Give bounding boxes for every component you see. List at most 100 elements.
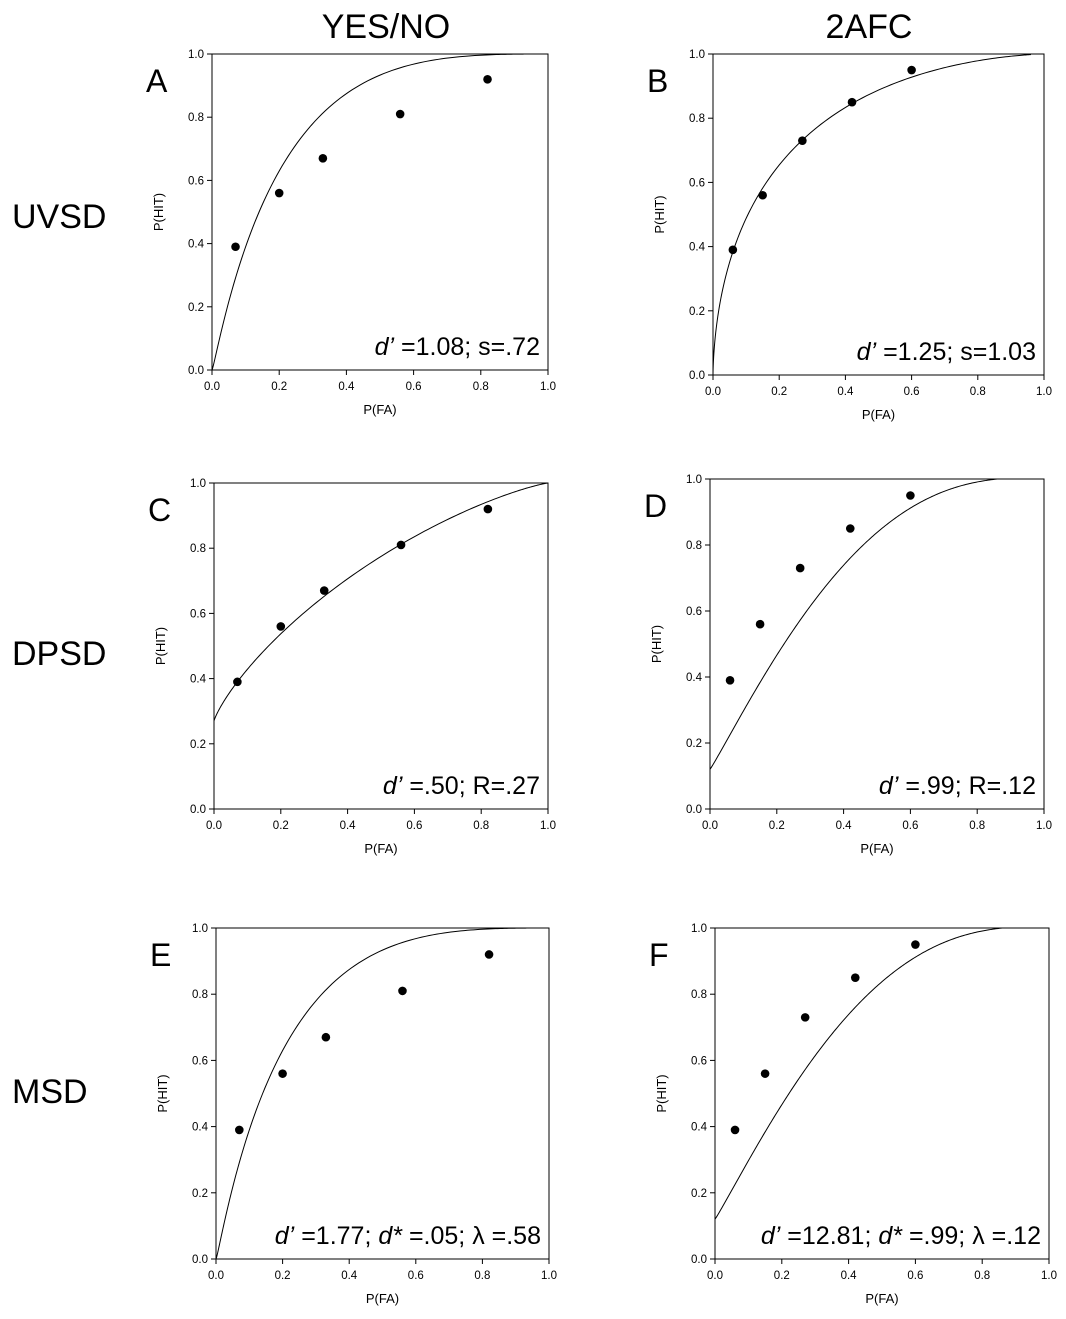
x-tick-label: 0.6: [406, 381, 422, 393]
panel-letter: B: [647, 63, 668, 99]
y-tick-label: 0.4: [190, 674, 207, 686]
y-tick-label: 0.2: [192, 1188, 208, 1200]
x-tick-label: 0.2: [774, 1270, 790, 1282]
data-point: [278, 1069, 287, 1078]
x-tick-label: 0.2: [275, 1270, 291, 1282]
data-point: [321, 1032, 331, 1042]
y-tick-label: 0.8: [686, 540, 702, 552]
x-tick-label: 1.0: [1036, 820, 1052, 832]
data-point: [795, 563, 805, 573]
x-tick-label: 0.4: [836, 820, 853, 832]
y-tick-label: 0.2: [686, 738, 702, 750]
y-axis-label: P(HIT): [153, 627, 168, 665]
y-tick-label: 0.2: [190, 739, 206, 751]
y-tick-label: 0.4: [188, 239, 205, 251]
fit-annotation: d’ =12.81; d* =.99; λ =.12: [761, 1222, 1041, 1250]
y-tick-label: 0.4: [686, 672, 703, 684]
x-tick-label: 0.4: [338, 381, 355, 393]
x-axis-label: P(FA): [364, 841, 397, 856]
y-tick-label: 0.6: [689, 177, 705, 189]
x-tick-label: 0.0: [204, 381, 220, 393]
x-tick-label: 1.0: [541, 1270, 557, 1282]
x-tick-label: 0.2: [273, 820, 289, 832]
plot-frame: [714, 927, 1050, 1260]
x-tick-label: 0.4: [841, 1270, 858, 1282]
panel-letter: D: [644, 488, 667, 524]
panel-letter: A: [146, 63, 168, 99]
roc-curve: [213, 482, 549, 722]
x-tick-label: 1.0: [540, 381, 556, 393]
x-tick-label: 0.8: [974, 1270, 990, 1282]
plot-frame: [215, 927, 550, 1260]
y-tick-label: 0.8: [188, 112, 204, 124]
y-tick-label: 0.0: [686, 804, 702, 816]
x-tick-label: 0.8: [474, 1270, 490, 1282]
y-tick-label: 1.0: [192, 923, 208, 935]
x-tick-label: 1.0: [540, 820, 556, 832]
data-point: [728, 245, 738, 255]
y-axis-label: P(HIT): [151, 193, 166, 231]
plot-frame: [211, 53, 549, 371]
data-point: [231, 242, 240, 252]
x-tick-label: 0.8: [473, 820, 489, 832]
y-tick-label: 1.0: [188, 49, 204, 61]
x-tick-label: 1.0: [1036, 386, 1052, 398]
x-tick-label: 0.4: [837, 386, 854, 398]
row-title-uvsd: UVSD: [12, 198, 106, 236]
panel-b: 0.00.0 0.2 0.2 0.4 0.4 0.6 0.6 0.8 0.8 1.0 1.0 P(FA…: [647, 49, 1052, 422]
data-point: [798, 136, 807, 145]
x-tick-label: 0.6: [902, 820, 918, 832]
x-tick-label: 0.0: [702, 820, 718, 832]
x-tick-label: 0.8: [970, 386, 986, 398]
y-tick-label: 0.2: [188, 302, 204, 314]
data-point: [483, 504, 493, 514]
x-tick-label: 0.6: [406, 820, 422, 832]
y-tick-label: 0.0: [190, 804, 206, 816]
y-tick-label: 1.0: [689, 49, 705, 61]
panel-e: 0.00.0 0.2 0.2 0.4 0.4 0.6 0.6 0.8 0.8 1.0 1.0 P(FA…: [150, 923, 557, 1306]
x-tick-label: 0.0: [206, 820, 222, 832]
y-tick-label: 0.2: [691, 1188, 707, 1200]
fit-annotation: d’ =1.25; s=1.03: [857, 338, 1036, 366]
data-point: [725, 676, 735, 685]
y-tick-label: 0.4: [691, 1122, 708, 1134]
data-point: [318, 153, 328, 163]
data-point: [396, 540, 406, 550]
roc-curve: [211, 53, 548, 371]
data-point: [398, 986, 407, 996]
x-tick-label: 0.8: [969, 820, 985, 832]
x-tick-label: 0.2: [771, 386, 787, 398]
data-point: [850, 973, 860, 982]
fit-annotation: d’ =1.08; s=.72: [375, 333, 540, 361]
panel-letter: F: [649, 937, 669, 973]
panel-letter: C: [148, 492, 171, 528]
y-tick-label: 0.0: [188, 365, 204, 377]
data-point: [274, 188, 284, 198]
data-point: [319, 586, 329, 595]
x-tick-label: 0.2: [271, 381, 287, 393]
panel-c: 0.00.0 0.2 0.2 0.4 0.4 0.6 0.6 0.8 0.8 1.0 1.0 P(FA…: [148, 478, 556, 856]
data-point: [233, 677, 242, 687]
roc-curve: [714, 927, 1049, 1220]
fit-annotation: d’ =1.77; d* =.05; λ =.58: [275, 1222, 541, 1250]
data-point: [755, 619, 765, 629]
data-point: [800, 1013, 810, 1022]
data-point: [483, 74, 492, 84]
x-axis-label: P(FA): [363, 402, 396, 417]
y-tick-label: 0.4: [192, 1122, 209, 1134]
roc-curve: [709, 478, 1044, 770]
data-point: [760, 1069, 770, 1078]
x-tick-label: 0.4: [340, 820, 357, 832]
y-tick-label: 0.0: [689, 370, 705, 382]
plot-frame: [213, 482, 549, 810]
plot-frame: [709, 478, 1045, 810]
data-point: [395, 109, 405, 119]
x-axis-label: P(FA): [862, 407, 895, 422]
y-tick-label: 0.4: [689, 242, 706, 254]
y-tick-label: 0.0: [192, 1254, 208, 1266]
y-tick-label: 0.6: [691, 1055, 707, 1067]
y-tick-label: 0.6: [190, 608, 206, 620]
x-axis-label: P(FA): [860, 841, 893, 856]
y-tick-label: 1.0: [686, 474, 702, 486]
data-point: [758, 190, 767, 200]
